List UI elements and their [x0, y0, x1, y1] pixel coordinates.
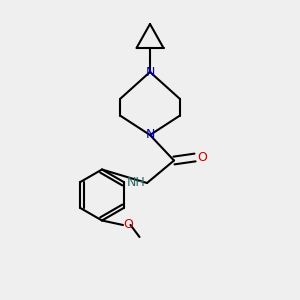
- Text: O: O: [198, 151, 207, 164]
- Text: NH: NH: [127, 176, 146, 190]
- Text: O: O: [124, 218, 133, 232]
- Text: N: N: [145, 65, 155, 79]
- Text: N: N: [145, 128, 155, 142]
